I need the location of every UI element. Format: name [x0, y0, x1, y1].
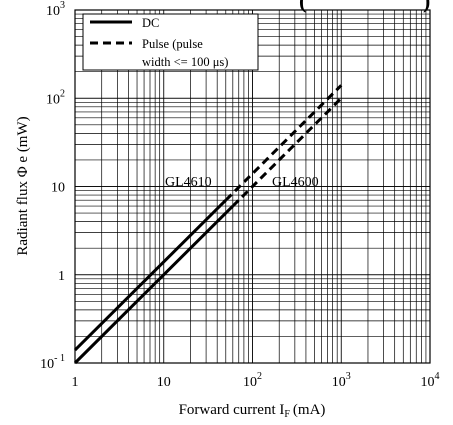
series-line-dc: [73, 199, 227, 352]
title-fragment-left: (: [299, 0, 306, 13]
series-labels: GL4610 GL4600: [165, 175, 319, 190]
tick-labels: 1 10 102 103 104 10- 1 1 10 102 103: [40, 0, 439, 390]
series-line-pulse: [224, 84, 343, 202]
series-layer: [73, 84, 343, 365]
title-fragment-right: ): [423, 0, 430, 13]
y-tick-label: 102: [46, 88, 65, 107]
x-axis-title-main: Forward current I: [179, 402, 285, 418]
x-axis-title: Forward current IF (mA): [179, 402, 326, 420]
y-tick-label: 10: [51, 181, 65, 196]
plot-frame: [74, 9, 431, 364]
series-label-gl4600: GL4600: [272, 175, 319, 190]
y-tick-label: 10- 1: [40, 353, 65, 372]
x-tick-label: 1: [72, 375, 79, 390]
legend-label-dc: DC: [142, 16, 159, 30]
y-tick-label: 103: [46, 0, 65, 19]
x-axis-title-unit: (mA): [293, 402, 326, 418]
legend-label-pulse: Pulse (pulse: [142, 37, 203, 51]
legend-label-pulse-line2: width <= 100 μs): [142, 55, 228, 69]
y-tick-label: 1: [58, 269, 65, 284]
x-tick-label: 10: [157, 375, 171, 390]
x-axis-title-sub: F: [284, 409, 290, 420]
series-line-dc: [73, 205, 234, 365]
x-tick-label: 103: [332, 371, 351, 390]
series-label-gl4610: GL4610: [165, 175, 212, 190]
y-axis-title: Radiant flux Φ e (mW): [15, 116, 31, 255]
x-tick-label: 102: [243, 371, 262, 390]
x-tick-label: 104: [421, 371, 440, 390]
legend: DC Pulse (pulse width <= 100 μs): [82, 13, 259, 71]
